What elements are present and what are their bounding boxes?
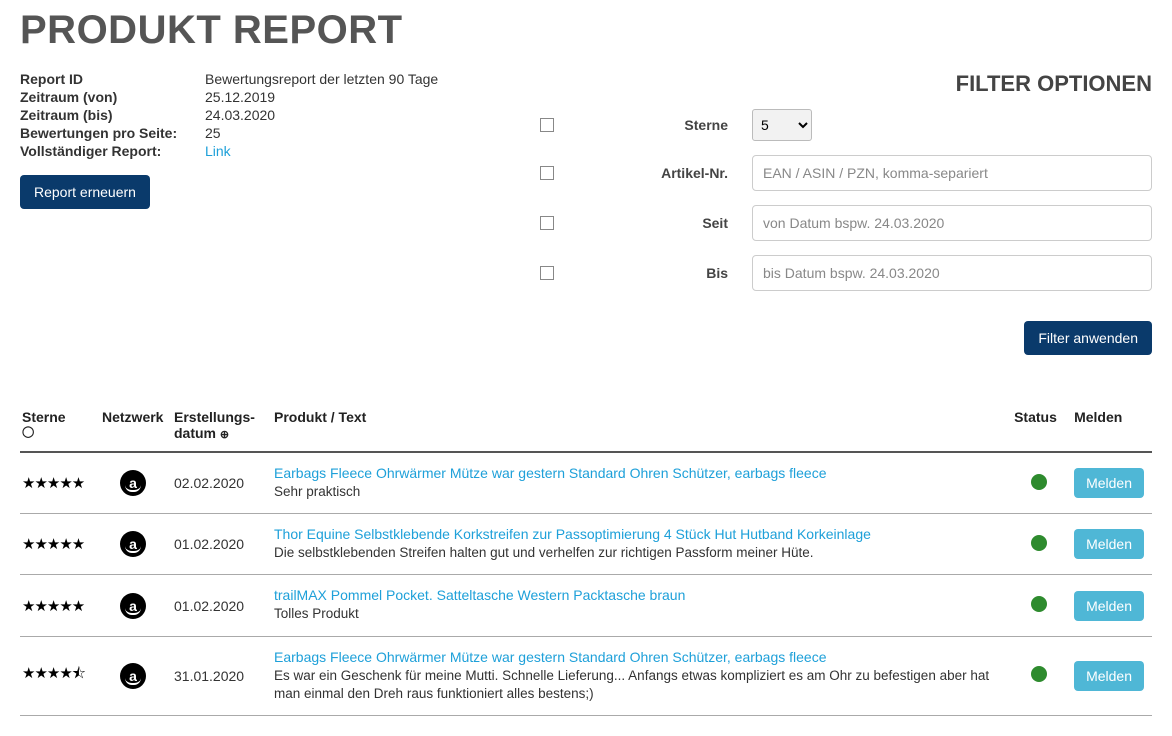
status-dot: [1031, 596, 1047, 612]
amazon-icon: a: [120, 531, 146, 557]
since-input[interactable]: [752, 205, 1152, 241]
review-text: Sehr praktisch: [274, 483, 1004, 501]
product-link[interactable]: Earbags Fleece Ohrwärmer Mütze war geste…: [274, 465, 1004, 481]
report-meta: Report ID Bewertungsreport der letzten 9…: [20, 71, 520, 209]
th-report: Melden: [1072, 403, 1152, 452]
review-text: Es war ein Geschenk für meine Mutti. Sch…: [274, 667, 1004, 703]
filter-panel: FILTER OPTIONEN Sterne 5 Artikel-Nr. Sei…: [540, 71, 1152, 355]
th-status: Status: [1012, 403, 1072, 452]
row-date: 01.02.2020: [172, 575, 272, 636]
report-button[interactable]: Melden: [1074, 591, 1144, 621]
star-rating: ★★★★⯪: [22, 665, 85, 682]
status-dot: [1031, 666, 1047, 682]
th-date[interactable]: Erstellungs- datum ⊕: [172, 403, 272, 452]
row-date: 31.01.2020: [172, 636, 272, 715]
reviews-table: Sterne ◯ Netzwerk Erstellungs- datum ⊕ P…: [20, 403, 1152, 716]
report-button[interactable]: Melden: [1074, 661, 1144, 691]
th-product: Produkt / Text: [272, 403, 1012, 452]
report-button[interactable]: Melden: [1074, 529, 1144, 559]
apply-filter-button[interactable]: Filter anwenden: [1024, 321, 1152, 355]
stars-label: Sterne: [580, 117, 736, 133]
table-row: ★★★★★ a 01.02.2020trailMAX Pommel Pocket. …: [20, 575, 1152, 636]
since-checkbox[interactable]: [540, 216, 554, 230]
th-stars[interactable]: Sterne ◯: [20, 403, 100, 452]
row-date: 02.02.2020: [172, 452, 272, 514]
from-value: 25.12.2019: [205, 89, 275, 105]
row-date: 01.02.2020: [172, 514, 272, 575]
amazon-icon: a: [120, 470, 146, 496]
star-rating: ★★★★★: [22, 598, 84, 615]
report-id-value: Bewertungsreport der letzten 90 Tage: [205, 71, 438, 87]
star-rating: ★★★★★: [22, 536, 84, 553]
per-page-label: Bewertungen pro Seite:: [20, 125, 205, 141]
article-checkbox[interactable]: [540, 166, 554, 180]
per-page-value: 25: [205, 125, 221, 141]
status-dot: [1031, 474, 1047, 490]
report-id-label: Report ID: [20, 71, 205, 87]
review-text: Die selbstklebenden Streifen halten gut …: [274, 544, 1004, 562]
table-row: ★★★★★ a 01.02.2020Thor Equine Selbstkleben…: [20, 514, 1152, 575]
filter-title: FILTER OPTIONEN: [540, 71, 1152, 97]
refresh-report-button[interactable]: Report erneuern: [20, 175, 150, 209]
until-input[interactable]: [752, 255, 1152, 291]
amazon-icon: a: [120, 593, 146, 619]
table-row: ★★★★★ a 02.02.2020Earbags Fleece Ohrwärmer…: [20, 452, 1152, 514]
sort-icon: ◯: [22, 425, 92, 438]
sort-desc-icon: ⊕: [220, 429, 229, 441]
to-value: 24.03.2020: [205, 107, 275, 123]
product-link[interactable]: Thor Equine Selbstklebende Korkstreifen …: [274, 526, 1004, 542]
star-rating: ★★★★★: [22, 475, 84, 492]
table-row: ★★★★⯪ a 31.01.2020Earbags Fleece Ohrwärmer…: [20, 636, 1152, 715]
amazon-icon: a: [120, 663, 146, 689]
until-checkbox[interactable]: [540, 266, 554, 280]
full-report-link[interactable]: Link: [205, 143, 231, 159]
status-dot: [1031, 535, 1047, 551]
stars-select[interactable]: 5: [752, 109, 812, 141]
stars-checkbox[interactable]: [540, 118, 554, 132]
full-report-label: Vollständiger Report:: [20, 143, 205, 159]
since-label: Seit: [580, 215, 736, 231]
product-link[interactable]: trailMAX Pommel Pocket. Satteltasche Wes…: [274, 587, 1004, 603]
review-text: Tolles Produkt: [274, 605, 1004, 623]
to-label: Zeitraum (bis): [20, 107, 205, 123]
article-label: Artikel-Nr.: [580, 165, 736, 181]
article-input[interactable]: [752, 155, 1152, 191]
page-title: PRODUKT REPORT: [20, 8, 1152, 53]
product-link[interactable]: Earbags Fleece Ohrwärmer Mütze war geste…: [274, 649, 1004, 665]
th-network: Netzwerk: [100, 403, 172, 452]
from-label: Zeitraum (von): [20, 89, 205, 105]
until-label: Bis: [580, 265, 736, 281]
report-button[interactable]: Melden: [1074, 468, 1144, 498]
